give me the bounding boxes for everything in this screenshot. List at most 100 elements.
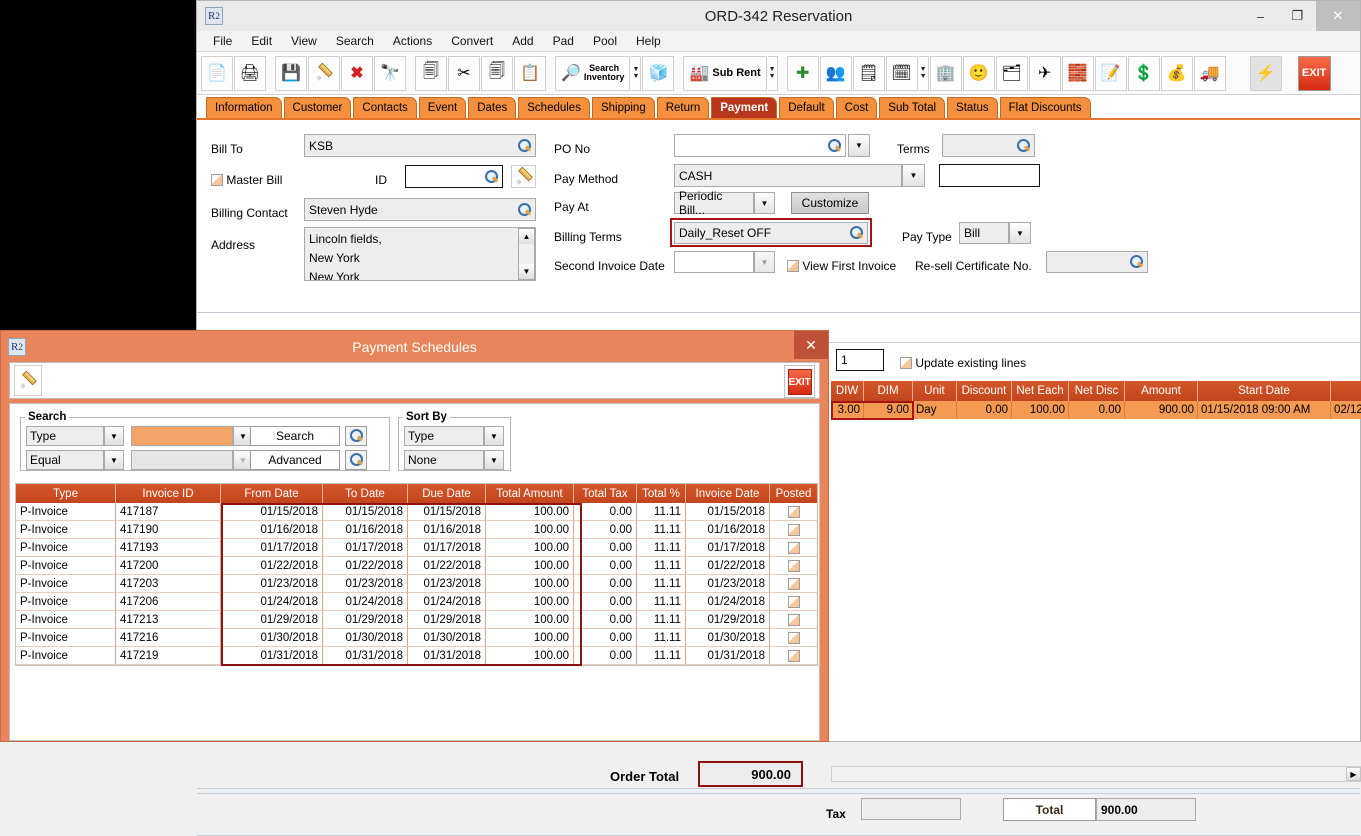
second-invoice-date-field[interactable] (674, 251, 754, 273)
search-icon[interactable] (517, 202, 531, 217)
search-operator-select[interactable]: Equal (26, 450, 104, 470)
notes-edit-icon[interactable]: 🗒 (852, 55, 885, 91)
second-invoice-date-dropdown-icon[interactable]: ▼ (754, 251, 775, 273)
table-row[interactable]: P-Invoice 417187 01/15/2018 01/15/2018 01/15… (16, 503, 819, 521)
truck-ship-icon[interactable]: ✈ (1028, 55, 1061, 91)
col-to-date[interactable]: To Date (323, 484, 408, 503)
sort-primary-dropdown-icon[interactable]: ▼ (484, 426, 504, 446)
delete-x-icon[interactable]: ✖ (341, 55, 373, 91)
address-field[interactable]: Lincoln fields, New York New York (304, 227, 536, 281)
quantity-field[interactable]: 1 (836, 349, 884, 371)
search-term2-input[interactable] (131, 450, 233, 470)
tab-sub-total[interactable]: Sub Total (879, 97, 946, 118)
pay-at-dropdown-icon[interactable]: ▼ (754, 192, 775, 214)
barcode-print-icon[interactable]: 🏢 (929, 55, 962, 91)
dialog-exit-button[interactable]: EXIT (784, 365, 815, 398)
col-from-date[interactable]: From Date (221, 484, 323, 503)
search-icon[interactable] (1016, 138, 1030, 153)
advanced-button[interactable]: Advanced (250, 450, 340, 470)
po-no-dropdown-icon[interactable]: ▼ (848, 134, 870, 157)
master-bill-checkbox[interactable] (211, 174, 223, 186)
search-inventory-dropdown-icon[interactable]: ▼ ▼ (631, 55, 642, 91)
tab-payment[interactable]: Payment (711, 97, 778, 118)
posted-checkbox[interactable] (787, 505, 800, 518)
search-magnifier-icon[interactable] (345, 426, 367, 446)
menu-help[interactable]: Help (636, 34, 661, 48)
pay-type-dropdown-icon[interactable]: ▼ (1009, 222, 1031, 244)
menu-search[interactable]: Search (335, 34, 374, 48)
smiley-customer-icon[interactable]: 🙂 (962, 55, 995, 91)
tab-cost[interactable]: Cost (835, 97, 878, 118)
posted-checkbox[interactable] (787, 631, 800, 644)
sub-rent-button[interactable]: 🏭 Sub Rent (683, 55, 767, 91)
tab-information[interactable]: Information (206, 97, 282, 118)
add-remove-icon[interactable]: ✚ (786, 55, 819, 91)
scroll-down-icon[interactable]: ▼ (519, 264, 534, 279)
col-invoice-date[interactable]: Invoice Date (686, 484, 770, 503)
print-icon[interactable]: 🖨 (234, 55, 266, 91)
col-total-pct[interactable]: Total % (637, 484, 686, 503)
col-total-amount[interactable]: Total Amount (486, 484, 574, 503)
resell-certificate-field[interactable] (1046, 251, 1148, 273)
duplicate-document-icon[interactable]: 🗐 (415, 55, 447, 91)
cut-scissors-icon[interactable]: ✂ (448, 55, 480, 91)
menu-pool[interactable]: Pool (592, 34, 617, 48)
bill-to-field[interactable]: KSB (304, 134, 536, 157)
table-row[interactable]: P-Invoice 417193 01/17/2018 01/17/2018 01/17… (16, 539, 819, 557)
col-dim[interactable]: DIM (864, 381, 913, 401)
quote-edit-icon[interactable]: 📝 (1094, 55, 1127, 91)
tab-flat-discounts[interactable]: Flat Discounts (999, 97, 1091, 118)
billing-terms-field[interactable]: Daily_Reset OFF (674, 222, 868, 244)
tab-schedules[interactable]: Schedules (518, 97, 590, 118)
posted-checkbox[interactable] (787, 649, 800, 662)
po-no-field[interactable] (674, 134, 846, 157)
terms-extra-field[interactable] (939, 164, 1040, 187)
pay-type-field[interactable]: Bill (959, 222, 1009, 244)
table-row[interactable]: P-Invoice 417200 01/22/2018 01/22/2018 01/22… (16, 557, 819, 575)
table-row[interactable]: P-Invoice 417203 01/23/2018 01/23/2018 01/23… (16, 575, 819, 593)
search-operator-dropdown-icon[interactable]: ▼ (104, 450, 124, 470)
search-icon[interactable] (849, 226, 863, 240)
new-document-icon[interactable]: 📄 (201, 55, 233, 91)
menu-pad[interactable]: Pad (552, 34, 574, 48)
col-diw[interactable]: DIW (831, 381, 864, 401)
calendar-icon[interactable]: 🗓 (885, 55, 918, 91)
search-button[interactable]: Search (250, 426, 340, 446)
menu-edit[interactable]: Edit (251, 34, 273, 48)
posted-checkbox[interactable] (787, 577, 800, 590)
col-total-tax[interactable]: Total Tax (574, 484, 637, 503)
pay-method-field[interactable]: CASH (674, 164, 902, 187)
tab-return[interactable]: Return (656, 97, 710, 118)
pay-method-dropdown-icon[interactable]: ▼ (902, 164, 925, 187)
warehouse-stock-icon[interactable]: 🧱 (1061, 55, 1094, 91)
view-first-invoice-checkbox[interactable] (787, 260, 799, 272)
terms-field[interactable] (942, 134, 1035, 157)
table-row[interactable]: P-Invoice 417213 01/29/2018 01/29/2018 01/29… (16, 611, 819, 629)
menu-add[interactable]: Add (512, 34, 534, 48)
menu-view[interactable]: View (291, 34, 317, 48)
table-row[interactable]: P-Invoice 417190 01/16/2018 01/16/2018 01/16… (16, 521, 819, 539)
tax-field[interactable] (861, 798, 961, 820)
table-row[interactable]: P-Invoice 417216 01/30/2018 01/30/2018 01/30… (16, 629, 819, 647)
sort-secondary-dropdown-icon[interactable]: ▼ (484, 450, 504, 470)
calendar-dropdown-icon[interactable]: ▼ ▼ (918, 55, 929, 91)
scroll-right-icon[interactable]: ▶ (1346, 767, 1361, 781)
delivery-truck-icon[interactable]: 🚚 (1193, 55, 1226, 91)
col-type[interactable]: Type (16, 484, 116, 503)
close-button[interactable]: ✕ (1316, 1, 1360, 31)
menu-actions[interactable]: Actions (392, 34, 433, 48)
search-field-select[interactable]: Type (26, 426, 104, 446)
search-field-dropdown-icon[interactable]: ▼ (104, 426, 124, 446)
posted-checkbox[interactable] (787, 559, 800, 572)
sort-primary-select[interactable]: Type (404, 426, 484, 446)
col-net-disc[interactable]: Net Disc (1069, 381, 1125, 401)
col-invoice-id[interactable]: Invoice ID (116, 484, 221, 503)
search-icon[interactable] (1129, 255, 1143, 269)
edit-id-button[interactable] (511, 165, 536, 188)
search-inventory-button[interactable]: 🔎 Search Inventory (555, 55, 631, 91)
table-row[interactable]: P-Invoice 417206 01/24/2018 01/24/2018 01/24… (16, 593, 819, 611)
tab-dates[interactable]: Dates (468, 97, 517, 118)
folder-clock-icon[interactable]: 🗂 (995, 55, 1028, 91)
dialog-close-button[interactable]: ✕ (794, 331, 828, 359)
billing-contact-field[interactable]: Steven Hyde (304, 198, 536, 221)
